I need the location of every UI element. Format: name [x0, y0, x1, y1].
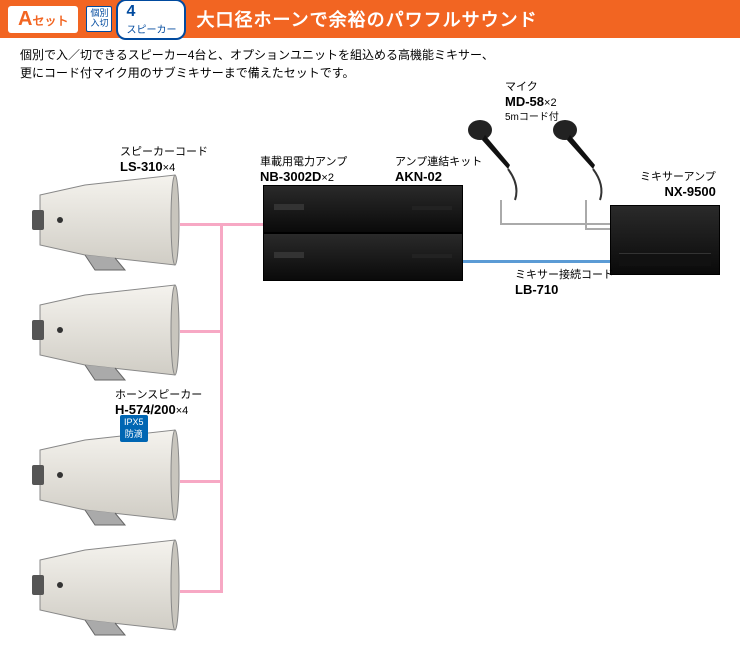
label-mixer: ミキサーアンプ NX-9500	[640, 170, 716, 201]
badge-individual: 個別入切	[86, 6, 112, 32]
conn-line	[180, 590, 220, 593]
set-badge: Aセット	[8, 6, 78, 33]
microphone	[545, 115, 615, 205]
label-amp: 車載用電力アンプ NB-3002D×2	[260, 155, 347, 186]
diagram-area: スピーカーコード LS-310×4 車載用電力アンプ NB-3002D×2 アン…	[0, 90, 740, 650]
mixer-amp	[610, 205, 720, 275]
header-bar: Aセット 個別入切 4スピーカー 大口径ホーンで余裕のパワフルサウンド	[0, 0, 740, 38]
horn-speaker	[30, 280, 180, 385]
conn-line	[463, 260, 613, 263]
badge-4speaker: 4スピーカー	[116, 0, 186, 40]
power-amp	[263, 185, 463, 233]
headline: 大口径ホーンで余裕のパワフルサウンド	[196, 6, 537, 32]
label-amp-kit: アンプ連結キット AKN-02	[395, 155, 482, 186]
set-suffix: セット	[32, 14, 68, 28]
label-speaker-cord: スピーカーコード LS-310×4	[120, 145, 208, 176]
description: 個別で入／切できるスピーカー4台と、オプションユニットを組込める高機能ミキサー、…	[0, 38, 740, 90]
conn-line	[180, 223, 220, 226]
conn-line	[180, 480, 220, 483]
label-mixer-cord: ミキサー接続コード LB-710	[515, 268, 614, 299]
conn-line	[220, 223, 263, 226]
power-amp	[263, 233, 463, 281]
label-mic: マイク MD-58×2 5mコード付	[505, 80, 559, 124]
ipx5-badge: IPX5 防滴	[120, 415, 148, 442]
horn-speaker	[30, 425, 180, 530]
power-amp-stack	[263, 185, 463, 281]
horn-speaker	[30, 170, 180, 275]
horn-speaker	[30, 535, 180, 640]
set-letter: A	[18, 8, 32, 30]
conn-line	[180, 330, 220, 333]
conn-line	[220, 223, 223, 593]
